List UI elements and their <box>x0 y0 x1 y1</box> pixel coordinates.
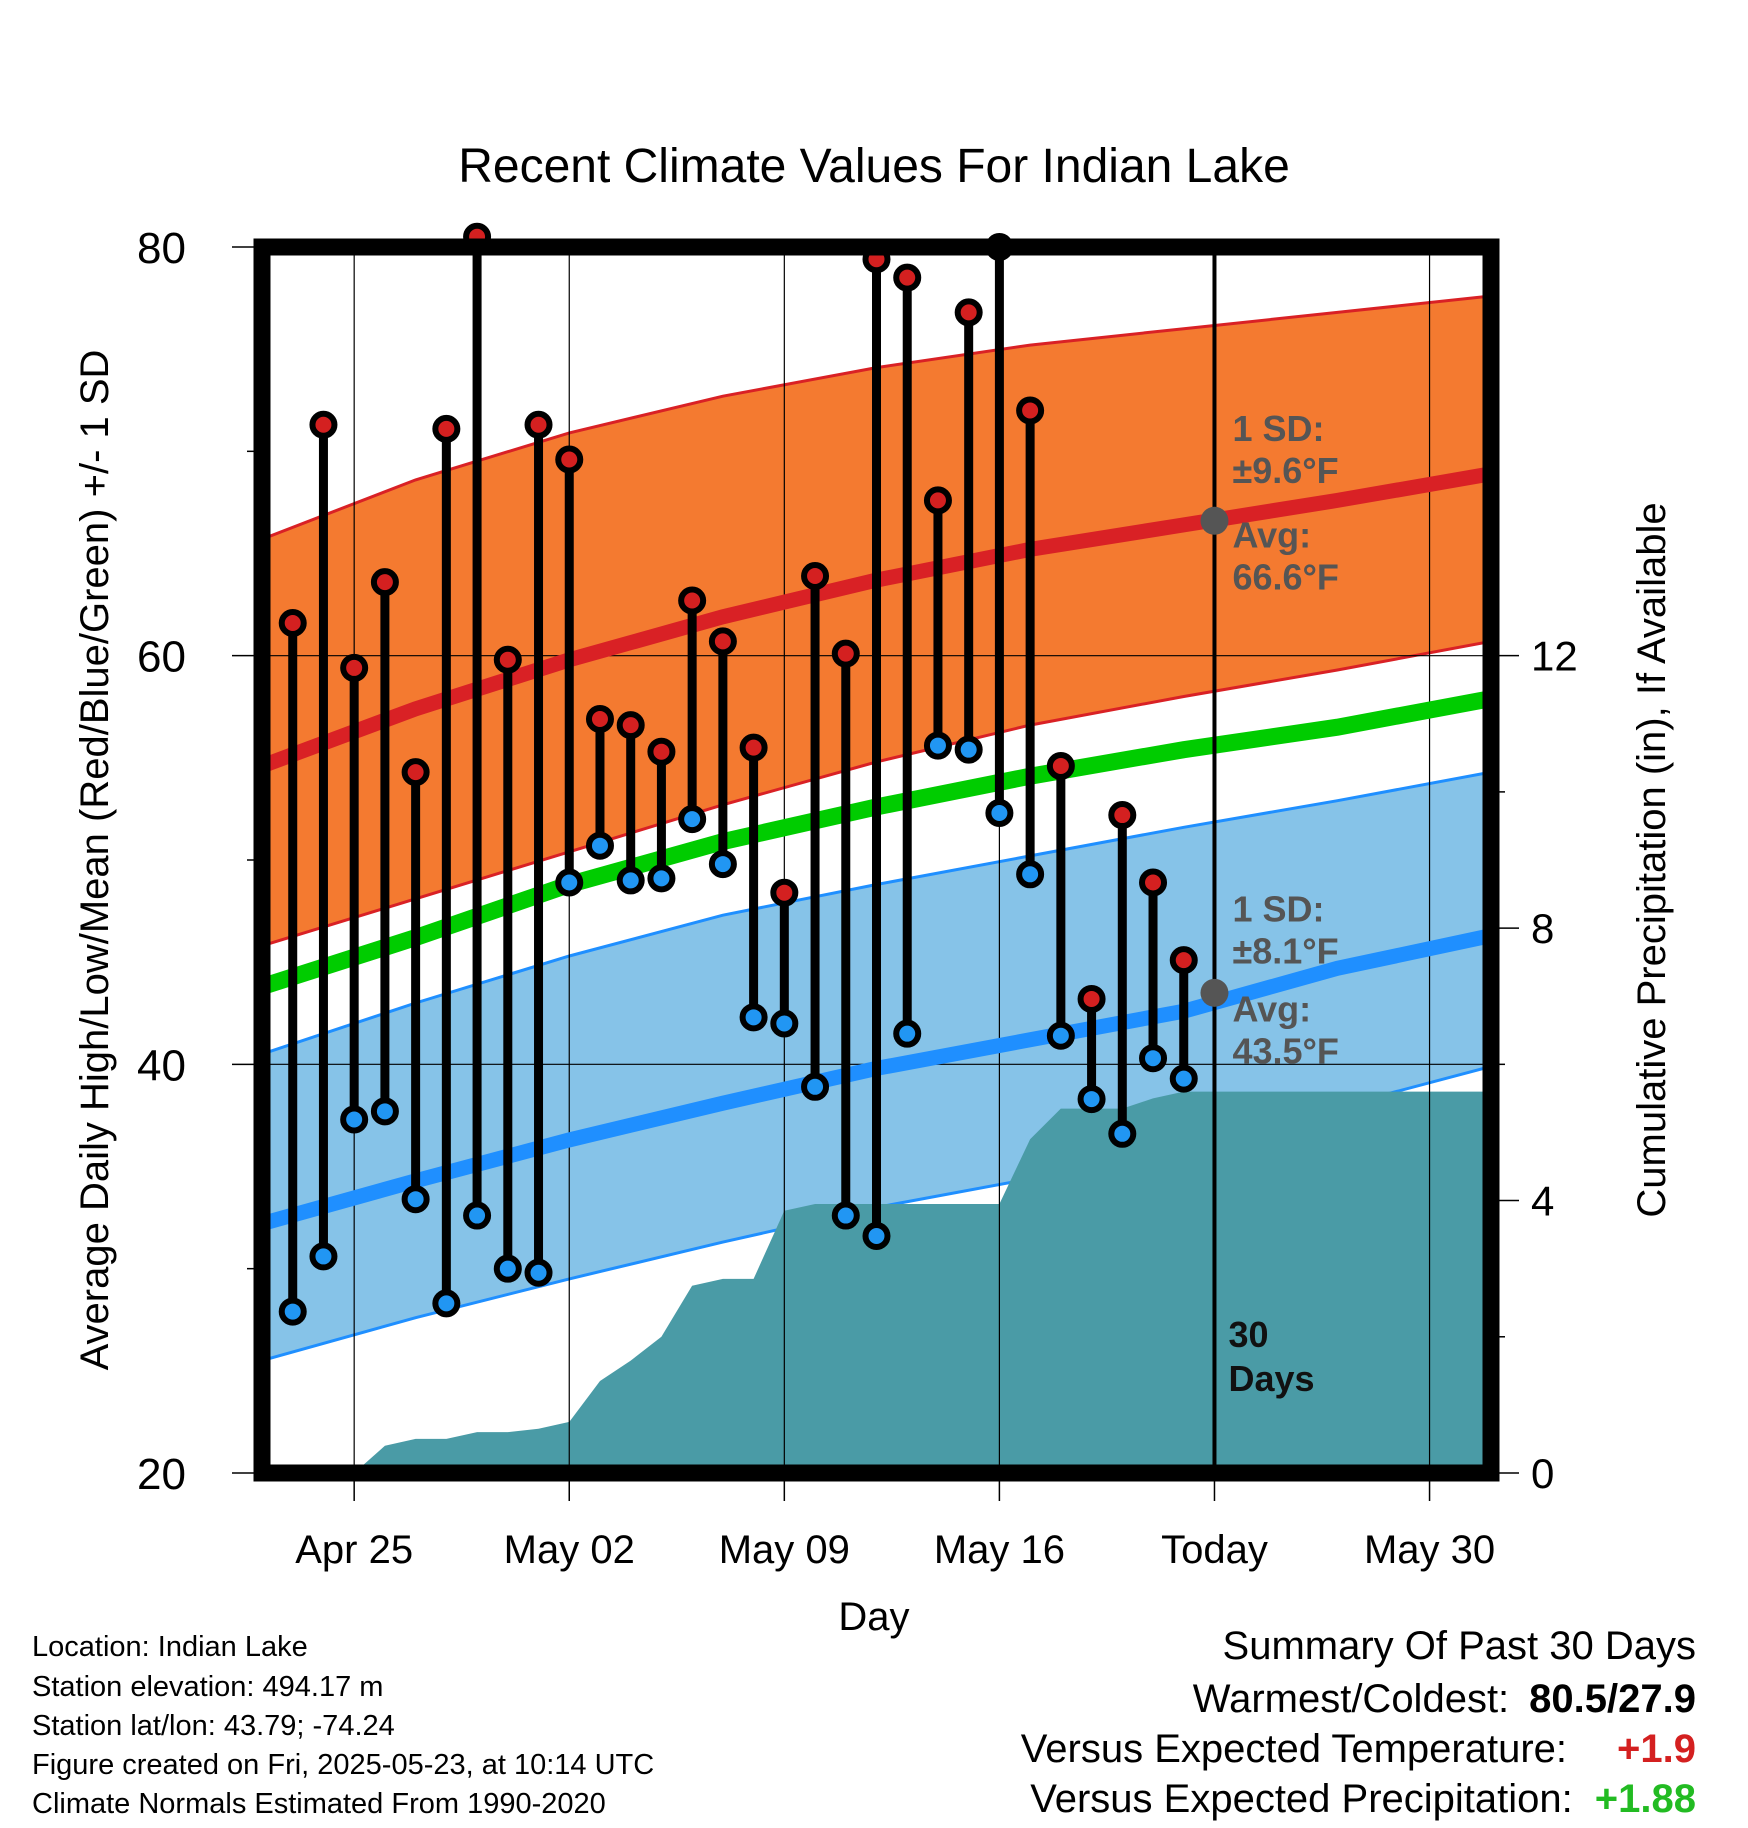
today-low-avg-marker <box>1200 978 1229 1007</box>
high-temp-point <box>708 627 737 656</box>
temp-label: Versus Expected Temperature: <box>1020 1727 1568 1771</box>
low-temp-point <box>1169 1064 1198 1093</box>
low-temp-point <box>1139 1044 1168 1073</box>
normals-text: Climate Normals Estimated From 1990-2020 <box>32 1788 606 1820</box>
low-sd-label: 1 SD: ±8.1°F <box>1232 888 1338 971</box>
low-temp-point <box>801 1072 830 1101</box>
summary-warm-cold: Warmest/Coldest: 80.5/27.9 <box>1193 1679 1696 1719</box>
high-temp-point <box>616 711 645 740</box>
low-temp-point <box>770 1009 799 1038</box>
high-sd-label: 1 SD: ±9.6°F <box>1232 408 1338 491</box>
low-temp-point <box>585 831 614 860</box>
low-temp-point <box>831 1201 860 1230</box>
low-temp-point <box>739 1003 768 1032</box>
summary-precip: Versus Expected Precipitation: +1.88 <box>1030 1779 1696 1819</box>
y2-tick-label: 8 <box>1531 905 1554 952</box>
low-temp-point <box>555 868 584 897</box>
precip-area <box>262 1091 1491 1473</box>
high-temp-point <box>524 410 553 439</box>
y2-axis-label: Cumulative Precipitation (in), If Availa… <box>1630 502 1674 1217</box>
high-temp-point <box>893 263 922 292</box>
low-temp-point <box>340 1105 369 1134</box>
y-tick-label: 80 <box>137 224 186 273</box>
temp-value: +1.9 <box>1617 1727 1696 1771</box>
precip-label: Versus Expected Precipitation: <box>1030 1777 1573 1821</box>
low-temp-point <box>278 1297 307 1326</box>
high-avg-label: Avg: 66.6°F <box>1232 514 1338 597</box>
x-tick-label: May 09 <box>719 1528 850 1572</box>
high-temp-point <box>401 758 430 787</box>
y-tick-label: 40 <box>137 1041 186 1090</box>
high-temp-point <box>678 586 707 615</box>
low-avg-label: Avg: 43.5°F <box>1232 988 1338 1071</box>
high-temp-point <box>1046 752 1075 781</box>
x-tick-label: May 30 <box>1364 1528 1495 1572</box>
low-temp-point <box>1108 1119 1137 1148</box>
high-temp-point <box>1016 396 1045 425</box>
chart-title: Recent Climate Values For Indian Lake <box>458 140 1290 193</box>
high-temp-point <box>585 705 614 734</box>
elevation-text: Station elevation: 494.17 m <box>32 1671 384 1703</box>
today-high-avg-marker <box>1200 506 1229 535</box>
x-tick-label: May 16 <box>934 1528 1065 1572</box>
created-text: Figure created on Fri, 2025-05-23, at 10… <box>32 1749 655 1781</box>
x-tick-label: Apr 25 <box>295 1528 413 1572</box>
high-temp-point <box>1108 801 1137 830</box>
high-temp-point <box>954 298 983 327</box>
low-temp-point <box>1016 860 1045 889</box>
low-temp-point <box>985 799 1014 828</box>
warm-cold-value: 80.5/27.9 <box>1529 1677 1696 1721</box>
low-temp-point <box>616 866 645 895</box>
high-temp-point <box>370 568 399 597</box>
high-temp-point <box>555 445 584 474</box>
y-axis-label: Average Daily High/Low/Mean (Red/Blue/Gr… <box>73 350 117 1371</box>
location-text: Location: Indian Lake <box>32 1631 308 1663</box>
low-temp-point <box>493 1254 522 1283</box>
x-tick-label: May 02 <box>504 1528 635 1572</box>
low-temp-point <box>463 1201 492 1230</box>
low-temp-point <box>862 1221 891 1250</box>
low-temp-point <box>1077 1085 1106 1114</box>
warm-cold-label: Warmest/Coldest: <box>1192 1677 1510 1721</box>
low-temp-point <box>678 805 707 834</box>
high-temp-point <box>923 486 952 515</box>
low-temp-point <box>432 1289 461 1318</box>
y-tick-label: 60 <box>137 633 186 682</box>
low-temp-point <box>309 1242 338 1271</box>
y2-tick-label: 0 <box>1531 1450 1554 1497</box>
low-temp-point <box>1046 1021 1075 1050</box>
low-temp-point <box>647 864 676 893</box>
high-temp-point <box>739 733 768 762</box>
high-temp-point <box>340 653 369 682</box>
high-temp-point <box>831 639 860 668</box>
low-temp-point <box>401 1185 430 1214</box>
high-temp-point <box>1139 868 1168 897</box>
days-label: 30 Days <box>1228 1314 1314 1399</box>
high-temp-point <box>770 878 799 907</box>
low-temp-point <box>708 850 737 879</box>
low-temp-point <box>370 1097 399 1126</box>
high-temp-point <box>432 414 461 443</box>
latlon-text: Station lat/lon: 43.79; -74.24 <box>32 1710 395 1742</box>
high-temp-point <box>647 737 676 766</box>
x-axis-label: Day <box>838 1595 909 1639</box>
low-temp-point <box>954 735 983 764</box>
high-temp-point <box>801 561 830 590</box>
high-temp-point <box>309 410 338 439</box>
summary-temp: Versus Expected Temperature: +1.9 <box>1021 1729 1696 1769</box>
high-temp-point <box>278 608 307 637</box>
low-temp-point <box>923 731 952 760</box>
y2-tick-label: 4 <box>1531 1178 1554 1225</box>
y2-tick-label: 12 <box>1531 633 1578 680</box>
low-temp-point <box>893 1019 922 1048</box>
x-tick-label: Today <box>1161 1528 1268 1572</box>
summary-title: Summary Of Past 30 Days <box>1222 1624 1696 1668</box>
high-temp-point <box>1169 946 1198 975</box>
y-tick-label: 20 <box>137 1450 186 1499</box>
low-temp-point <box>524 1258 553 1287</box>
high-temp-point <box>1077 984 1106 1013</box>
precip-value: +1.88 <box>1594 1777 1696 1821</box>
high-temp-point <box>493 645 522 674</box>
